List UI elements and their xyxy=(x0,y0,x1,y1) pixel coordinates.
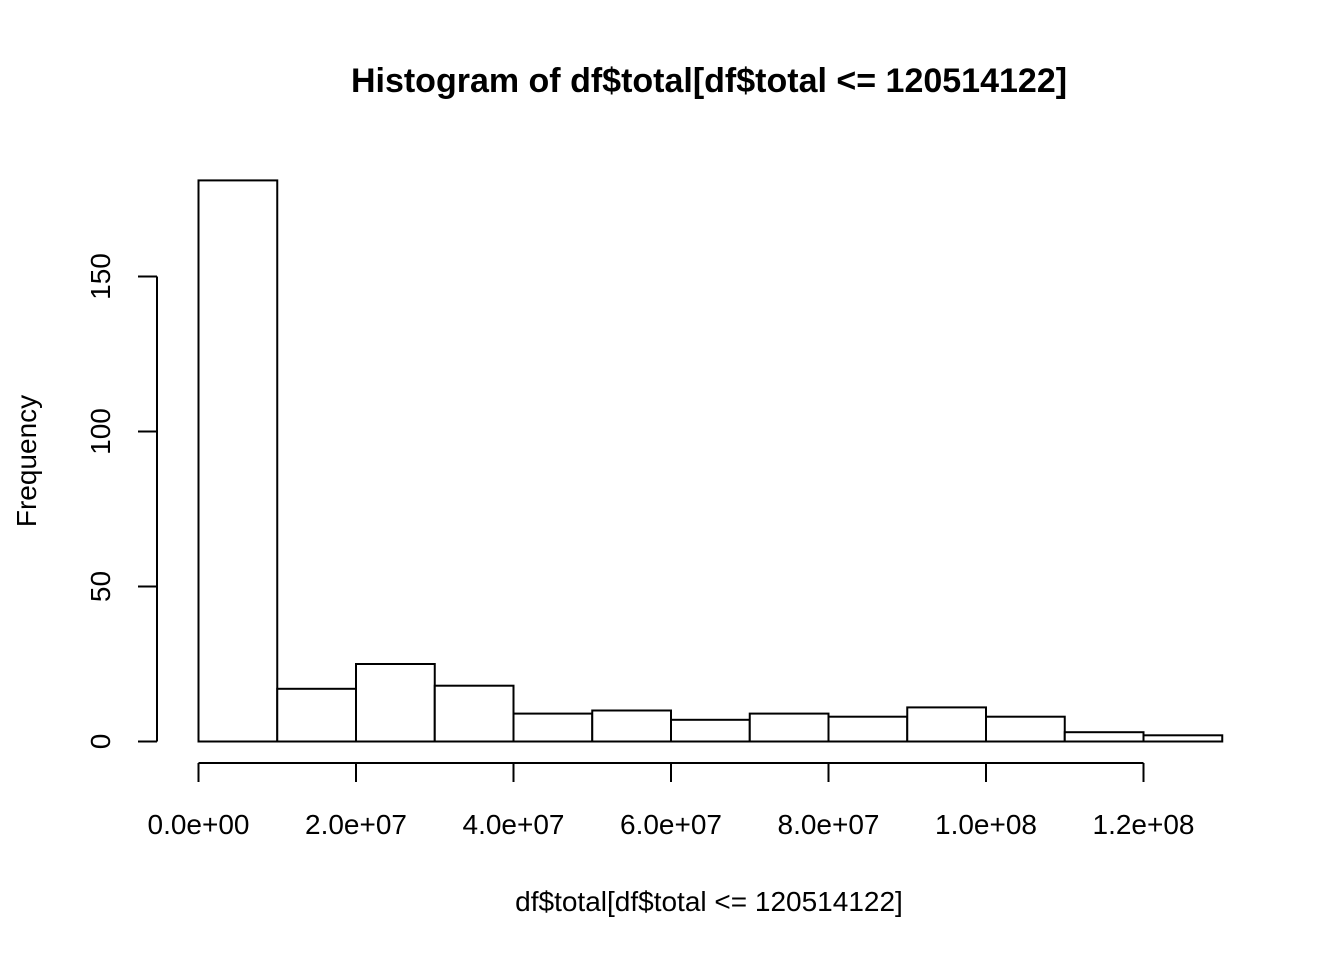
histogram-bar xyxy=(591,709,672,743)
x-axis-label: df$total[df$total <= 120514122] xyxy=(515,886,903,917)
x-tick-label: 1.0e+08 xyxy=(935,809,1037,840)
histogram-bar xyxy=(827,715,909,743)
x-tick-label: 1.2e+08 xyxy=(1093,809,1195,840)
histogram-bar xyxy=(1142,734,1224,743)
x-axis: 0.0e+00 2.0e+07 4.0e+07 6.0e+07 8.0e+07 1.0e+… xyxy=(148,762,1195,840)
y-tick-label: 100 xyxy=(85,408,116,455)
y-axis: 0 50 100 150 xyxy=(85,253,158,750)
x-tick-label: 4.0e+07 xyxy=(463,809,565,840)
histogram-bar xyxy=(670,718,751,743)
x-tick-label: 6.0e+07 xyxy=(620,809,722,840)
histogram-bar xyxy=(985,715,1066,743)
x-tick-label: 8.0e+07 xyxy=(778,809,880,840)
y-tick-label: 50 xyxy=(85,571,116,602)
x-tick-label: 2.0e+07 xyxy=(305,809,407,840)
histogram-bar xyxy=(276,687,357,743)
histogram-bar xyxy=(748,712,830,743)
histogram-bar xyxy=(197,179,279,743)
y-tick-label: 150 xyxy=(85,253,116,300)
histogram-bar xyxy=(1063,731,1145,743)
histogram-bar xyxy=(906,706,987,743)
y-tick-label: 0 xyxy=(85,734,116,750)
x-tick-label: 0.0e+00 xyxy=(148,809,250,840)
chart-title: Histogram of df$total[df$total <= 120514… xyxy=(351,62,1067,100)
bars-group xyxy=(197,179,1224,743)
histogram-bar xyxy=(355,663,436,743)
histogram-bar xyxy=(433,684,515,743)
y-axis-label: Frequency xyxy=(11,395,42,527)
histogram-bar xyxy=(512,712,594,743)
